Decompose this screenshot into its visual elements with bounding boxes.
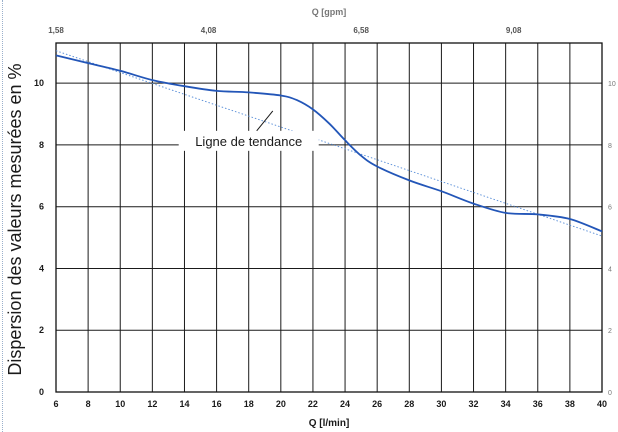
y-axis-title: Dispersion des valeurs mesurées en % [5,63,25,375]
y-tick-label: 4 [39,263,44,273]
x-tick-label: 28 [404,399,414,409]
x-tick-label: 22 [308,399,318,409]
right-tick-label: 6 [608,205,612,212]
top-tick-label: 4,08 [201,26,217,35]
x-tick-label: 14 [179,399,189,409]
x-tick-label: 10 [115,399,125,409]
x-tick-label: 26 [372,399,382,409]
top-tick-label: 9,08 [506,26,522,35]
trend-line [55,50,603,237]
x-tick-label: 38 [565,399,575,409]
y-tick-label: 10 [34,78,44,88]
x-tick-label: 40 [597,399,607,409]
right-tick-label: 2 [608,328,612,335]
x-tick-label: 34 [501,399,511,409]
y-tick-label: 8 [39,140,44,150]
y-tick-label: 6 [39,202,44,212]
annotation-pointer [256,110,274,132]
x-tick-label: 36 [533,399,543,409]
x-tick-label: 30 [436,399,446,409]
x-tick-label: 24 [340,399,350,409]
y-tick-label: 0 [39,387,44,397]
x-tick-label: 32 [469,399,479,409]
x-tick-label: 6 [53,399,58,409]
top-axis-title: Q [gpm] [312,7,347,17]
plot-frame [55,42,603,393]
top-tick-label: 1,58 [48,26,64,35]
y-tick-label: 2 [39,325,44,335]
right-tick-label: 8 [608,143,612,150]
trendline-annotation: Ligne de tendance [195,134,302,149]
x-tick-label: 20 [276,399,286,409]
series-line [55,54,603,233]
right-tick-label: 0 [608,390,612,397]
tick-labels: 6 8 10 12 14 16 18 20 22 24 26 28 30 32 34 36 38 40024681… [34,26,616,409]
x-tick-label: 12 [147,399,157,409]
right-tick-label: 4 [608,266,612,273]
x-tick-label: 8 [86,399,91,409]
x-axis-title: Q [l/min] [309,418,350,429]
annotation-background [178,130,319,151]
right-tick-label: 10 [608,81,616,88]
left-margin-rule [2,0,3,432]
top-tick-label: 6,58 [353,26,369,35]
annotations: Ligne de tendance [178,110,319,151]
grid [55,43,603,393]
x-tick-label: 16 [212,399,222,409]
x-tick-label: 18 [244,399,254,409]
